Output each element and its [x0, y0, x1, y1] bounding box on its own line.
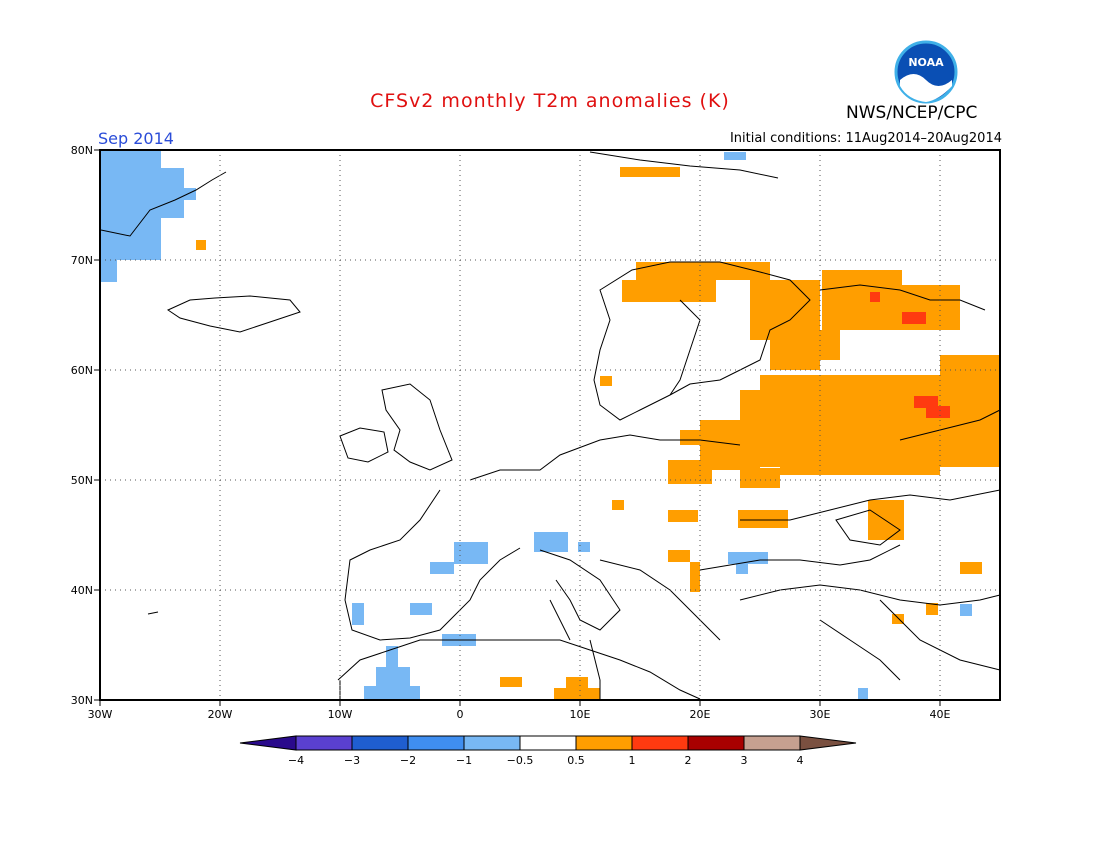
colorbar-label: −1	[456, 754, 472, 767]
lon-label: 0	[457, 708, 464, 721]
colorbar-label: 4	[797, 754, 804, 767]
lat-label: 40N	[71, 584, 93, 597]
map-frame	[99, 149, 1001, 701]
colorbar-segment	[351, 735, 409, 751]
lat-label: 50N	[71, 474, 93, 487]
positive-anomaly-cells	[196, 167, 1000, 699]
colorbar-segment	[687, 735, 745, 751]
colorbar-label: −3	[344, 754, 360, 767]
lon-labels: 30W 20W 10W 0 10E 20E 30E 40E	[88, 708, 951, 721]
colorbar-segment	[463, 735, 521, 751]
colorbar-label: −4	[288, 754, 304, 767]
lon-label: 30W	[88, 708, 113, 721]
lon-label: 30E	[810, 708, 831, 721]
lon-label: 10W	[328, 708, 353, 721]
negative-anomaly-cells	[101, 150, 972, 699]
svg-text:NOAA: NOAA	[908, 56, 944, 69]
colorbar-segment	[631, 735, 689, 751]
colorbar-segment	[575, 735, 633, 751]
colorbar-label: −0.5	[507, 754, 534, 767]
initial-conditions: Initial conditions: 11Aug2014–20Aug2014	[729, 131, 1002, 146]
agency-label: NWS/NCEP/CPC	[846, 103, 978, 123]
colorbar-arrow-high	[799, 735, 857, 751]
colorbar-segment	[295, 735, 353, 751]
coastlines	[100, 151, 1001, 700]
colorbar-segment	[407, 735, 465, 751]
colorbar-label: 2	[685, 754, 692, 767]
lat-ticks	[94, 149, 100, 701]
colorbar-label: 3	[741, 754, 748, 767]
colorbar-label: 1	[629, 754, 636, 767]
colorbar-label: 0.5	[567, 754, 585, 767]
colorbar-segment	[519, 735, 577, 751]
lon-ticks	[99, 700, 941, 706]
noaa-logo: NOAA	[894, 40, 958, 104]
chart-title: CFSv2 monthly T2m anomalies (K)	[370, 90, 730, 112]
gridlines	[100, 150, 1000, 700]
colorbar-label: −2	[400, 754, 416, 767]
lon-label: 10E	[570, 708, 591, 721]
lat-label: 80N	[71, 144, 93, 157]
colorbar-segment	[743, 735, 801, 751]
valid-month: Sep 2014	[98, 129, 174, 148]
strong-anomaly-cells	[870, 292, 950, 418]
lat-labels: 80N 70N 60N 50N 40N 30N	[71, 144, 93, 707]
lat-label: 30N	[71, 694, 93, 707]
lon-label: 40E	[930, 708, 951, 721]
lon-label: 20W	[208, 708, 233, 721]
lat-label: 60N	[71, 364, 93, 377]
colorbar-arrow-low	[239, 735, 297, 751]
lon-label: 20E	[690, 708, 711, 721]
lat-label: 70N	[71, 254, 93, 267]
